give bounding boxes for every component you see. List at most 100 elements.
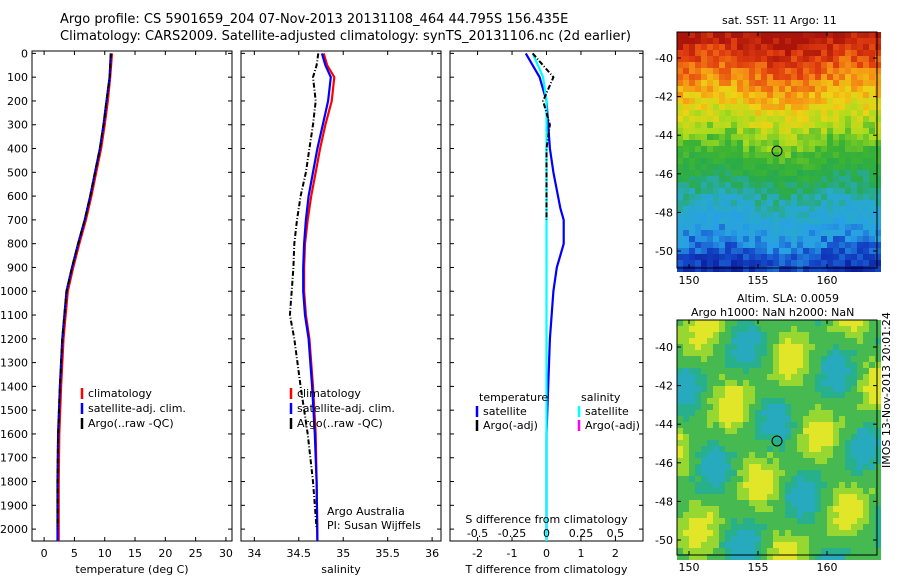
x-tick-label: 30 bbox=[219, 547, 233, 560]
map-cell bbox=[719, 326, 725, 332]
map-cell bbox=[839, 386, 845, 392]
map-cell bbox=[755, 344, 761, 350]
map-cell bbox=[737, 248, 743, 254]
map-cell bbox=[875, 44, 881, 50]
map-cell bbox=[683, 554, 689, 560]
map-cell bbox=[719, 488, 725, 494]
map-cell bbox=[695, 380, 701, 386]
map-cell bbox=[827, 518, 833, 524]
map-cell bbox=[707, 56, 713, 62]
map-cell bbox=[689, 410, 695, 416]
map-cell bbox=[815, 512, 821, 518]
map-cell bbox=[737, 50, 743, 56]
map-cell bbox=[809, 356, 815, 362]
map-cell bbox=[749, 332, 755, 338]
map-cell bbox=[779, 134, 785, 140]
map-cell bbox=[857, 44, 863, 50]
map-cell bbox=[803, 452, 809, 458]
map-cell bbox=[701, 50, 707, 56]
map-cell bbox=[839, 50, 845, 56]
map-cell bbox=[845, 320, 851, 326]
map-cell bbox=[779, 242, 785, 248]
map-cell bbox=[761, 398, 767, 404]
map-cell bbox=[809, 464, 815, 470]
map-cell bbox=[707, 338, 713, 344]
map-cell bbox=[701, 554, 707, 560]
map-cell bbox=[689, 242, 695, 248]
map-cell bbox=[797, 380, 803, 386]
map-x-tick-label: 160 bbox=[817, 561, 838, 574]
map-cell bbox=[869, 512, 875, 518]
map-cell bbox=[677, 410, 683, 416]
map-cell bbox=[725, 146, 731, 152]
map-cell bbox=[827, 356, 833, 362]
map-cell bbox=[767, 212, 773, 218]
map-cell bbox=[863, 320, 869, 326]
map-cell bbox=[683, 230, 689, 236]
map-cell bbox=[779, 110, 785, 116]
map-cell bbox=[773, 74, 779, 80]
map-cell bbox=[857, 440, 863, 446]
map-cell bbox=[857, 398, 863, 404]
map-cell bbox=[737, 368, 743, 374]
map-cell bbox=[857, 362, 863, 368]
map-cell bbox=[707, 38, 713, 44]
map-cell bbox=[869, 380, 875, 386]
map-cell bbox=[785, 458, 791, 464]
map-cell bbox=[725, 368, 731, 374]
map-y-tick-label: -40 bbox=[655, 341, 673, 354]
map-cell bbox=[707, 500, 713, 506]
map-cell bbox=[713, 518, 719, 524]
map-cell bbox=[719, 344, 725, 350]
map-cell bbox=[863, 80, 869, 86]
map-cell bbox=[677, 548, 683, 554]
map-cell bbox=[857, 164, 863, 170]
map-cell bbox=[695, 38, 701, 44]
map-cell bbox=[797, 44, 803, 50]
map-cell bbox=[851, 458, 857, 464]
map-cell bbox=[827, 128, 833, 134]
map-cell bbox=[785, 548, 791, 554]
map-cell bbox=[851, 398, 857, 404]
map-cell bbox=[677, 254, 683, 260]
map-cell bbox=[731, 542, 737, 548]
map-cell bbox=[809, 266, 815, 272]
map-cell bbox=[761, 122, 767, 128]
legend-label: Argo(-adj) bbox=[585, 419, 640, 432]
map-cell bbox=[689, 260, 695, 266]
map-cell bbox=[773, 350, 779, 356]
map-cell bbox=[731, 518, 737, 524]
map-cell bbox=[851, 380, 857, 386]
map-cell bbox=[809, 320, 815, 326]
map-cell bbox=[767, 320, 773, 326]
map-cell bbox=[779, 116, 785, 122]
map-cell bbox=[869, 392, 875, 398]
map-cell bbox=[839, 254, 845, 260]
map-cell bbox=[689, 458, 695, 464]
map-cell bbox=[767, 176, 773, 182]
map-cell bbox=[677, 524, 683, 530]
map-cell bbox=[875, 152, 881, 158]
map-cell bbox=[707, 518, 713, 524]
map-cell bbox=[833, 380, 839, 386]
map-cell bbox=[821, 266, 827, 272]
map-cell bbox=[851, 74, 857, 80]
map-cell bbox=[731, 260, 737, 266]
map-cell bbox=[797, 170, 803, 176]
map-cell bbox=[857, 428, 863, 434]
map-cell bbox=[791, 410, 797, 416]
map-cell bbox=[755, 224, 761, 230]
map-cell bbox=[863, 386, 869, 392]
map-cell bbox=[707, 344, 713, 350]
map-cell bbox=[779, 62, 785, 68]
map-cell bbox=[749, 200, 755, 206]
map-cell bbox=[713, 254, 719, 260]
map-cell bbox=[743, 206, 749, 212]
map-x-tick-label: 155 bbox=[748, 274, 769, 287]
map-cell bbox=[773, 56, 779, 62]
map-cell bbox=[833, 110, 839, 116]
map-cell bbox=[743, 554, 749, 560]
map-cell bbox=[707, 266, 713, 272]
map-cell bbox=[785, 176, 791, 182]
